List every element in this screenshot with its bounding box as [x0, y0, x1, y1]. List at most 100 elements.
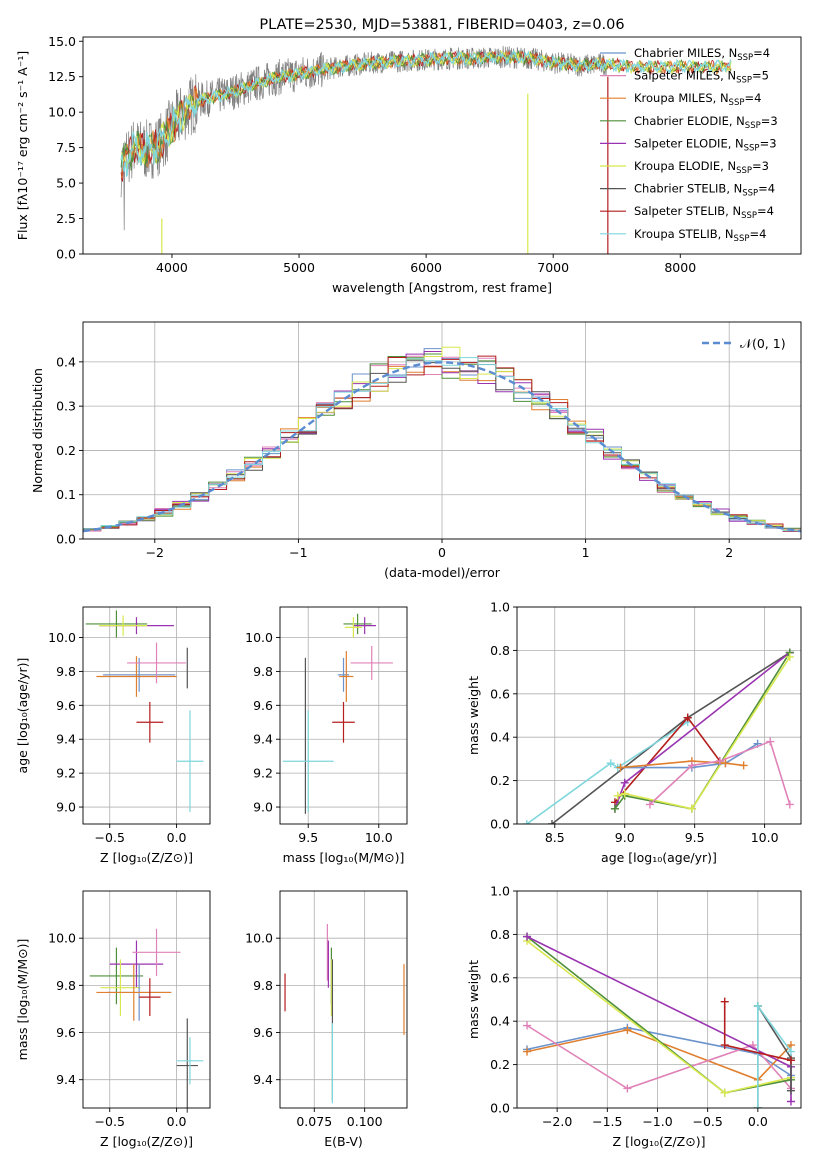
y-tick-label: 9.6 — [253, 1025, 273, 1040]
y-tick-label: 9.8 — [56, 664, 76, 679]
y-tick-label: 9.4 — [253, 732, 273, 747]
mass_vs_z-points — [89, 928, 204, 1113]
x-tick-label: 0 — [438, 545, 446, 560]
mass_vs_z-frame — [82, 890, 211, 1109]
x-tick-label: −1.0 — [642, 1114, 672, 1129]
x-tick-label: 0.075 — [296, 1114, 332, 1129]
age_vs_z-ticks: −0.5 0.0 9.0 9.2 9.4 9.6 9.8 10.0 Z [log₁₀(Z/Z⊙)… — [15, 606, 211, 865]
legend-label-main: Chabrier ELODIE, N — [634, 114, 745, 128]
spectrum-frame — [82, 36, 802, 255]
y-tick-label: 0.0 — [56, 247, 76, 262]
x-tick-label: 9.5 — [298, 830, 318, 845]
y-tick-label: 9.0 — [253, 800, 273, 815]
x-axis-label: mass [log₁₀(M/M⊙)] — [283, 850, 405, 865]
x-tick-label: 9.0 — [615, 830, 635, 845]
y-tick-label: 0.4 — [56, 354, 76, 369]
legend-label-main: Salpeter STELIB, N — [634, 204, 741, 218]
y-tick-label: 10.0 — [48, 105, 76, 120]
x-axis-label: age [log₁₀(age/yr)] — [601, 850, 717, 865]
residual-histograms — [82, 346, 802, 533]
series-marker — [786, 1047, 795, 1056]
y-tick-label: 9.2 — [253, 766, 273, 781]
age_vs_z-axes — [83, 607, 210, 824]
legend-label-main: Chabrier STELIB, N — [634, 182, 742, 196]
y-axis-label: mass weight — [466, 960, 481, 1039]
x-axis-label: Z [log₁₀(Z/Z⊙)] — [100, 850, 193, 865]
legend-label: Chabrier ELODIE, NSSP=3 — [634, 114, 778, 131]
y-tick-label: 1.0 — [490, 884, 510, 899]
weight_vs_z-series — [523, 932, 795, 1108]
x-tick-label: 10.0 — [751, 830, 779, 845]
y-axis-label: Normed distribution — [30, 368, 45, 493]
series-marker — [786, 1056, 795, 1065]
x-tick-label: 8.5 — [545, 830, 565, 845]
y-tick-label: 0.2 — [490, 773, 510, 788]
legend-label-sub: SSP — [734, 234, 750, 244]
spectrum-plot — [120, 45, 732, 254]
y-tick-label: 7.5 — [56, 140, 76, 155]
legend-label-sub: SSP — [736, 166, 752, 176]
y-tick-label: 0.1 — [56, 487, 76, 502]
y-tick-label: 10.0 — [245, 630, 273, 645]
y-tick-label: 9.6 — [56, 698, 76, 713]
legend-label-suffix: =5 — [752, 69, 769, 83]
y-tick-label: 5.0 — [56, 176, 76, 191]
y-tick-label: 9.8 — [56, 978, 76, 993]
weight_vs_age-frame — [516, 606, 802, 825]
legend-label-sub: SSP — [737, 53, 753, 63]
y-tick-label: 10.0 — [245, 931, 273, 946]
legend-label-suffix: =4 — [758, 182, 775, 196]
legend-label-main: Chabrier MILES, N — [634, 46, 737, 60]
mass_vs_z-axes — [83, 891, 210, 1108]
spectrum-model-line — [120, 50, 732, 171]
y-tick-label: 9.4 — [56, 1072, 76, 1087]
spectrum-model-line — [120, 48, 732, 177]
series-marker — [623, 1025, 632, 1034]
series-marker — [786, 1086, 795, 1095]
weight_vs_age-axes — [517, 606, 801, 825]
y-tick-label: 0.2 — [56, 443, 76, 458]
series-line-salpeter_miles — [649, 740, 791, 806]
legend-label-sub: SSP — [741, 211, 757, 221]
series-marker — [715, 757, 724, 766]
y-tick-label: 0.6 — [490, 970, 510, 985]
x-tick-label: 8000 — [664, 260, 696, 275]
x-tick-label: 0.0 — [748, 1114, 768, 1129]
legend-label-sub: SSP — [744, 143, 760, 153]
y-tick-label: 0.0 — [490, 817, 510, 832]
series-line-salpeter_elodie — [614, 651, 791, 810]
x-tick-label: 6000 — [410, 260, 442, 275]
series-marker — [616, 763, 625, 772]
series-line-kroupa_elodie — [617, 656, 791, 810]
legend-label-sub: SSP — [729, 98, 745, 108]
legend-label-main: Salpeter MILES, N — [634, 69, 736, 83]
x-tick-label: 2 — [725, 545, 733, 560]
series-marker — [753, 1104, 762, 1108]
legend-label-suffix: =3 — [760, 136, 777, 150]
series-marker — [547, 820, 556, 824]
x-tick-label: 5000 — [283, 260, 315, 275]
weight_vs_z-ticks: −2.0 −1.5 −1.0 −0.5 0.0 0.0 0.2 0.4 0.6 0.8 1.0 Z [… — [466, 884, 802, 1149]
x-tick-label: 10.0 — [365, 830, 393, 845]
legend-label: 𝒩(0, 1) — [740, 336, 786, 351]
x-tick-label: −2 — [146, 545, 164, 560]
series-line-kroupa_miles — [526, 1029, 792, 1081]
weight_vs_z-frame — [516, 890, 802, 1109]
x-tick-label: 0.0 — [167, 1114, 187, 1129]
y-tick-label: 9.4 — [253, 1072, 273, 1087]
legend-label: Kroupa ELODIE, NSSP=3 — [634, 159, 769, 176]
series-marker — [606, 759, 615, 768]
x-axis-label: Z [log₁₀(Z/Z⊙)] — [613, 1134, 706, 1149]
series-marker — [687, 804, 696, 813]
legend-label: Kroupa MILES, NSSP=4 — [634, 91, 761, 108]
y-tick-label: 10.0 — [48, 931, 76, 946]
legend-label-main: Kroupa MILES, N — [634, 91, 729, 105]
y-tick-label: 0.8 — [490, 643, 510, 658]
legend-label-main: Salpeter ELODIE, N — [634, 136, 744, 150]
y-tick-label: 2.5 — [56, 211, 76, 226]
legend-label-main: Kroupa STELIB, N — [634, 227, 734, 241]
legend-label: Kroupa STELIB, NSSP=4 — [634, 227, 766, 244]
y-tick-label: 9.6 — [253, 698, 273, 713]
series-marker — [522, 820, 531, 824]
